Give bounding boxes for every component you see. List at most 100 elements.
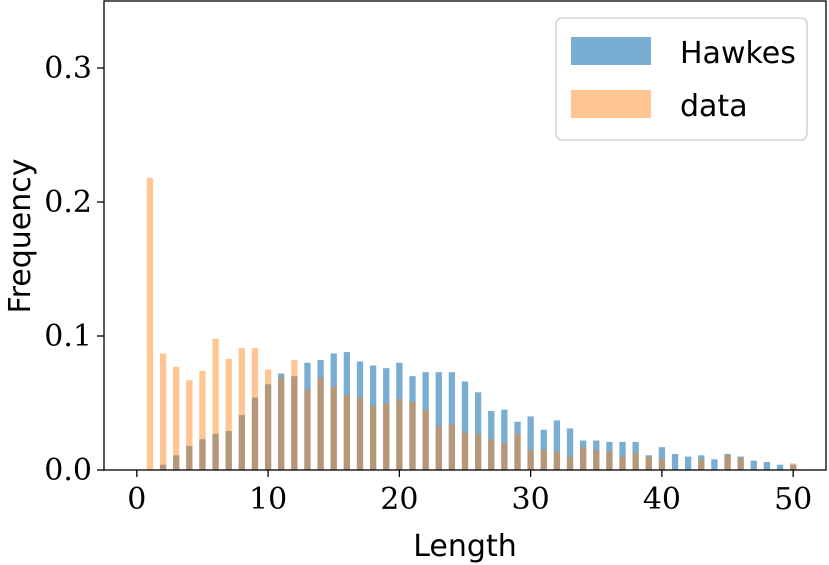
x-tick-label: 40 — [643, 482, 681, 517]
bar-hawkes-17 — [356, 361, 364, 470]
bar-data-38 — [632, 452, 639, 470]
bar-data-12 — [291, 360, 298, 470]
bar-data-6 — [212, 338, 219, 470]
x-tick-label: 10 — [249, 482, 287, 517]
bar-hawkes-36 — [606, 441, 613, 470]
bar-hawkes-37 — [619, 441, 626, 470]
bar-hawkes-2 — [159, 464, 167, 470]
x-tick-label: 50 — [774, 482, 812, 517]
y-tick-label: 0.2 — [44, 185, 92, 220]
bar-data-50 — [790, 463, 797, 470]
bar-hawkes-23 — [435, 372, 442, 470]
y-tick-label: 0.1 — [44, 319, 92, 354]
bar-data-40 — [658, 459, 666, 470]
bar-data-43 — [698, 459, 705, 470]
bar-data-24 — [448, 424, 456, 470]
bar-data-18 — [369, 405, 377, 470]
bar-hawkes-49 — [776, 464, 784, 470]
legend-label-hawkes: Hawkes — [680, 36, 796, 71]
bar-data-7 — [225, 358, 232, 470]
legend-swatch-data — [571, 90, 651, 118]
bar-hawkes-13 — [304, 362, 311, 470]
bar-hawkes-44 — [711, 459, 718, 470]
bar-data-33 — [566, 456, 574, 470]
legend: Hawkes data — [555, 17, 808, 141]
bar-data-5 — [199, 370, 206, 470]
bar-hawkes-3 — [173, 455, 180, 470]
x-tick-label: 20 — [380, 482, 418, 517]
x-tick-label: 30 — [512, 482, 550, 517]
bar-data-39 — [645, 456, 652, 470]
bar-data-30 — [527, 449, 534, 470]
bar-hawkes-46 — [737, 456, 744, 470]
bar-hawkes-19 — [383, 368, 390, 470]
x-axis-title: Length — [413, 529, 516, 564]
bar-data-26 — [474, 433, 482, 470]
bar-data-10 — [264, 369, 272, 470]
bar-hawkes-39 — [645, 455, 652, 470]
bar-data-9 — [251, 348, 259, 470]
bar-hawkes-25 — [461, 381, 469, 470]
bar-data-32 — [553, 451, 561, 470]
bar-hawkes-10 — [264, 384, 272, 470]
bar-data-21 — [409, 401, 416, 470]
bar-hawkes-48 — [763, 461, 771, 470]
bar-hawkes-27 — [488, 411, 495, 470]
bar-hawkes-4 — [186, 445, 193, 470]
bar-hawkes-7 — [225, 431, 232, 470]
bar-data-15 — [330, 386, 337, 470]
bar-hawkes-14 — [317, 360, 324, 470]
bar-data-37 — [619, 456, 626, 470]
bar-hawkes-28 — [501, 409, 508, 470]
bar-data-27 — [488, 439, 495, 470]
bar-data-45 — [724, 455, 731, 470]
bar-hawkes-24 — [448, 372, 456, 470]
bar-hawkes-42 — [685, 456, 692, 470]
y-axis-title: Frequency — [3, 159, 38, 314]
legend-label-data: data — [680, 89, 748, 124]
bar-data-22 — [422, 409, 429, 470]
bar-data-34 — [580, 447, 587, 470]
series-hawkes — [159, 352, 797, 470]
bar-data-1 — [146, 177, 154, 470]
bar-hawkes-18 — [369, 365, 377, 470]
bar-hawkes-35 — [593, 440, 600, 470]
bar-data-29 — [514, 433, 521, 470]
y-axis-ticks: 0.0 0.1 0.2 0.3 — [44, 51, 104, 488]
bar-data-17 — [356, 397, 364, 470]
bar-hawkes-22 — [422, 372, 429, 470]
bar-hawkes-30 — [527, 416, 534, 470]
x-axis-ticks: 0 10 20 30 40 50 — [127, 470, 812, 517]
bar-data-25 — [461, 432, 469, 470]
bar-data-19 — [383, 403, 390, 470]
bar-data-4 — [186, 380, 193, 470]
bar-hawkes-50 — [790, 464, 797, 470]
bar-hawkes-20 — [396, 362, 403, 470]
bar-data-46 — [737, 457, 744, 470]
bar-hawkes-31 — [540, 429, 547, 470]
bar-hawkes-11 — [278, 373, 285, 470]
bar-hawkes-16 — [343, 352, 350, 470]
bar-data-8 — [238, 348, 245, 470]
bar-hawkes-34 — [580, 440, 587, 470]
bar-data-20 — [396, 398, 403, 470]
bar-hawkes-38 — [632, 441, 639, 470]
bar-hawkes-5 — [199, 439, 206, 470]
plot-frame — [103, 0, 827, 471]
bar-layer — [146, 177, 797, 470]
bar-data-2 — [159, 353, 167, 470]
bar-hawkes-12 — [291, 376, 298, 470]
bar-hawkes-6 — [212, 433, 219, 470]
bar-hawkes-40 — [658, 447, 666, 470]
bar-hawkes-15 — [330, 353, 337, 470]
bar-data-28 — [501, 443, 508, 470]
bar-data-13 — [304, 389, 311, 470]
bar-hawkes-29 — [514, 421, 521, 470]
bar-hawkes-21 — [409, 376, 416, 470]
bar-hawkes-9 — [251, 397, 259, 470]
y-tick-label: 0.0 — [44, 453, 92, 488]
bar-data-14 — [317, 377, 324, 470]
bar-hawkes-26 — [474, 392, 482, 470]
bar-data-23 — [435, 425, 442, 470]
